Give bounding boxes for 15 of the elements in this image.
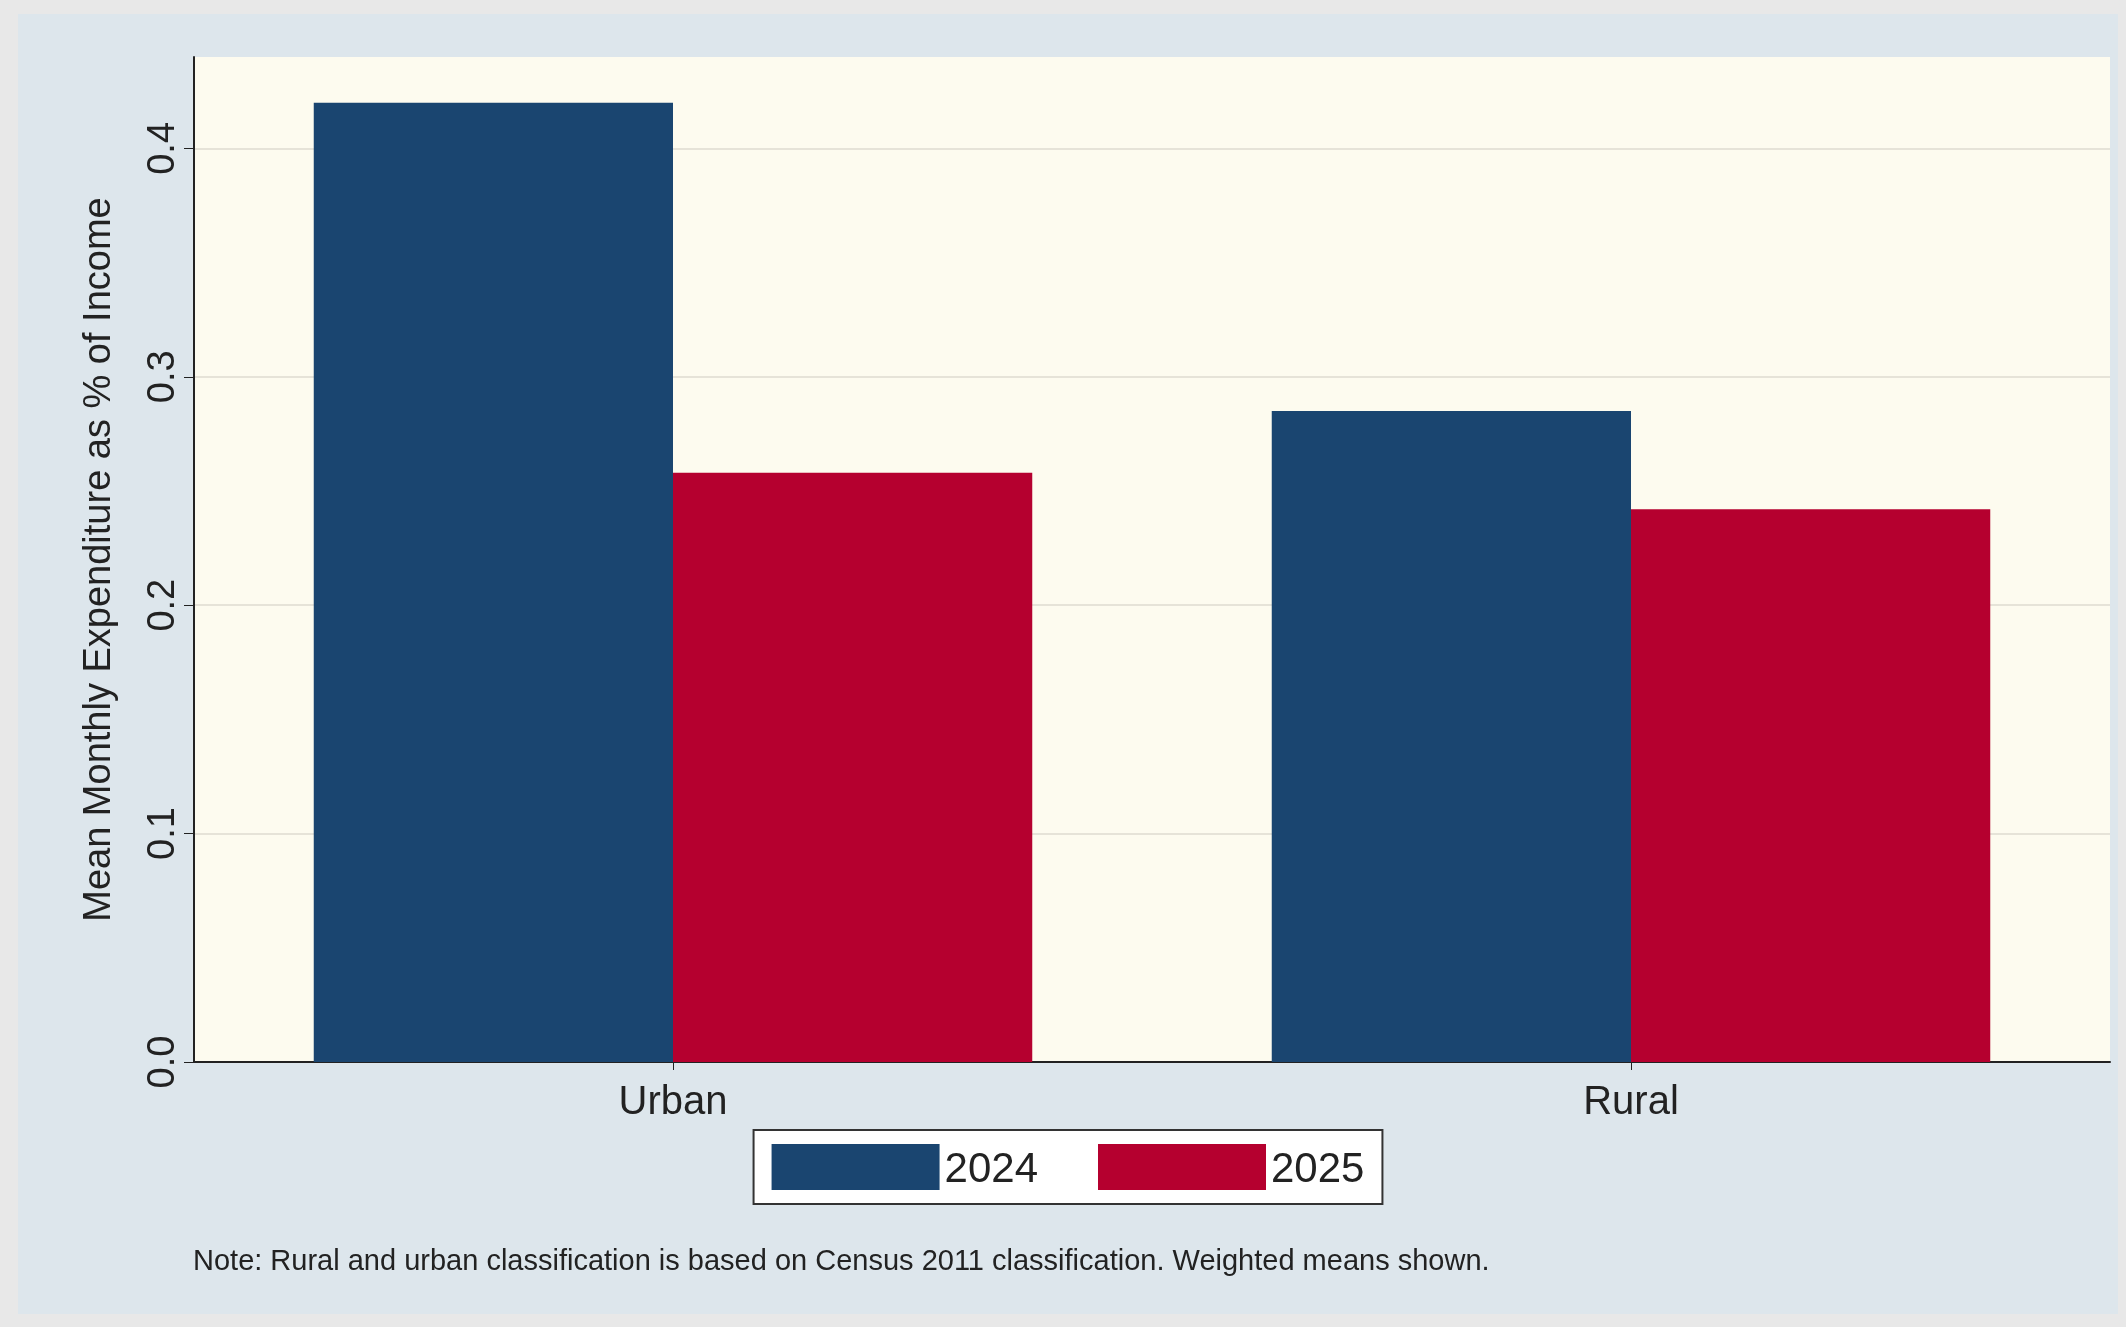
legend-label: 2024 bbox=[944, 1143, 1038, 1191]
bar bbox=[1271, 411, 1631, 1062]
bar bbox=[673, 472, 1033, 1062]
text: Note: Rural and urban classification is based on Census 2011 classification. Weighted means shown. bbox=[193, 1243, 1490, 1276]
y-tick-label: 0.3 bbox=[140, 350, 182, 404]
y-tick-label: 0.4 bbox=[140, 121, 182, 175]
bar bbox=[1631, 509, 1991, 1062]
x-tick-label: Urban bbox=[618, 1078, 728, 1122]
y-tick-label: 0.1 bbox=[140, 807, 182, 860]
bar bbox=[313, 102, 673, 1062]
y-axis-title: Mean Monthly Expenditure as % of Income bbox=[76, 197, 118, 922]
y-tick-label: 0.0 bbox=[140, 1035, 182, 1089]
legend-label: 2025 bbox=[1271, 1143, 1365, 1191]
x-tick-label: Rural bbox=[1583, 1078, 1679, 1122]
y-tick-label: 0.2 bbox=[140, 578, 182, 632]
